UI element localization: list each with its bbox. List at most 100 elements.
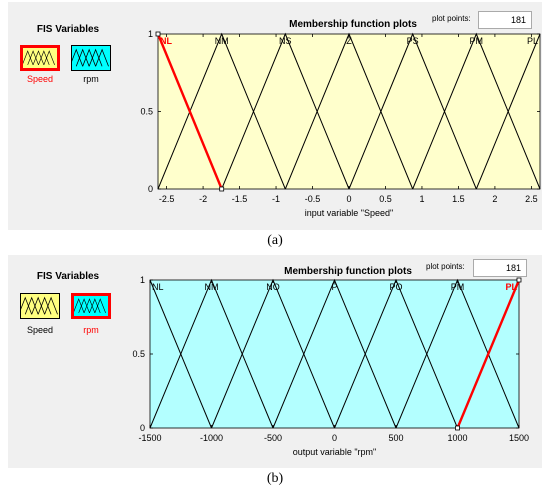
thumbnail-mf-line xyxy=(24,296,39,315)
mf-label-pm: PM xyxy=(470,36,484,46)
y-tick-label: 0 xyxy=(148,184,153,194)
mf-label-nl: NL xyxy=(160,36,172,46)
thumbnail-mf-line xyxy=(95,48,109,67)
x-tick-label: -1500 xyxy=(138,433,161,443)
mf-line-po[interactable] xyxy=(334,278,458,429)
y-tick-label: 0.5 xyxy=(132,349,145,359)
mf-vertex-handle[interactable] xyxy=(455,425,460,431)
x-tick-label: 1.5 xyxy=(452,194,465,204)
mf-line-z[interactable] xyxy=(284,32,414,190)
variable-rpm-label: rpm xyxy=(83,325,99,335)
mf-line-pm[interactable] xyxy=(395,278,520,429)
mf-thumbnail-icon xyxy=(73,298,106,314)
mf-thumbnail-icon xyxy=(18,296,58,315)
mf-line-pm[interactable] xyxy=(412,32,541,190)
x-tick-label: -1.5 xyxy=(232,194,248,204)
x-tick-label: -0.5 xyxy=(305,194,321,204)
mf-line-nm[interactable] xyxy=(149,278,274,429)
mf-line-pl[interactable] xyxy=(456,279,521,429)
mf-line-nl[interactable] xyxy=(156,33,223,190)
mf-thumbnail-icon xyxy=(22,50,55,66)
mf-vertex-handle[interactable] xyxy=(219,186,225,192)
mf-line-ns[interactable] xyxy=(221,32,350,190)
mf-label-pl: PL xyxy=(527,36,538,46)
y-tick-label: 1 xyxy=(148,29,153,39)
fis-variables-title: FIS Variables xyxy=(36,271,100,282)
thumbnail-mf-line xyxy=(88,48,103,67)
thumbnail-mf-line xyxy=(27,50,39,66)
mf-line-p[interactable] xyxy=(272,278,397,429)
mf-label-nl: NL xyxy=(152,282,164,292)
mf-label-ns: NS xyxy=(279,36,292,46)
y-tick-label: 0 xyxy=(140,423,145,433)
x-tick-label: 500 xyxy=(388,433,403,443)
membership-function-plot[interactable]: -2.5 -2 -1.5 -1 -0.5 0 0.5 1 1.5 2 2.5 0 0.5 1 NM NS Z PS… xyxy=(8,2,542,230)
thumbnail-mf-line xyxy=(43,50,55,66)
x-tick-label: 0 xyxy=(346,194,351,204)
mf-label-no: NO xyxy=(266,282,280,292)
thumbnail-mf-line xyxy=(44,296,58,315)
plot-points-label: plot points: xyxy=(432,14,471,23)
fis-editor-panel-a: FIS Variables Speed rpm Membership funct… xyxy=(8,2,542,230)
mf-plot-title: Membership function plots xyxy=(289,19,417,30)
fis-editor-panel-b: FIS Variables Speed rpm Membership funct… xyxy=(8,255,542,468)
mf-line-ps[interactable] xyxy=(348,32,477,190)
mf-label-po: PO xyxy=(389,282,402,292)
thumbnail-mf-line xyxy=(37,296,52,315)
thumbnail-mf-line xyxy=(38,50,50,66)
x-tick-label: 0 xyxy=(332,433,337,443)
figure-caption-a: (a) xyxy=(267,233,283,248)
thumbnail-mf-line xyxy=(18,296,33,315)
plot-points-input[interactable]: 181 xyxy=(473,259,527,277)
x-tick-label: 1 xyxy=(419,194,424,204)
y-tick-label: 1 xyxy=(140,275,145,285)
x-tick-label: 0.5 xyxy=(379,194,392,204)
thumbnail-mf-line xyxy=(22,50,34,66)
mf-label-nm: NM xyxy=(205,282,219,292)
thumbnail-mf-line xyxy=(82,48,96,67)
x-tick-label: -2.5 xyxy=(159,194,175,204)
thumbnail-mf-line xyxy=(73,298,85,314)
plot-points-input[interactable]: 181 xyxy=(478,11,532,29)
mf-line-nm[interactable] xyxy=(157,32,286,190)
mf-line-pl[interactable] xyxy=(475,33,541,190)
mf-label-z: Z xyxy=(346,36,352,46)
mf-line-no[interactable] xyxy=(211,278,335,429)
x-axis-label: input variable "Speed" xyxy=(305,208,393,218)
x-tick-label: 1500 xyxy=(509,433,529,443)
x-tick-label: -1 xyxy=(272,194,280,204)
plot-points-label: plot points: xyxy=(426,262,465,271)
variable-speed-box[interactable] xyxy=(20,45,60,71)
x-tick-label: 1000 xyxy=(447,433,467,443)
plot-area[interactable] xyxy=(149,279,520,429)
thumbnail-mf-line xyxy=(69,48,84,67)
variable-rpm-label: rpm xyxy=(83,74,99,84)
x-tick-label: -500 xyxy=(264,433,282,443)
x-tick-label: 2.5 xyxy=(525,194,538,204)
variable-speed-box[interactable] xyxy=(18,293,60,319)
thumbnail-mf-line xyxy=(32,50,45,66)
mf-label-ps: PS xyxy=(407,36,419,46)
mf-vertex-handle[interactable] xyxy=(516,277,522,283)
x-tick-label: -2 xyxy=(199,194,207,204)
x-tick-label: 2 xyxy=(492,194,497,204)
variable-rpm-box[interactable] xyxy=(71,293,111,319)
mf-vertex-handle[interactable] xyxy=(155,31,161,37)
mf-thumbnail-icon xyxy=(69,48,109,67)
mf-plot-title: Membership function plots xyxy=(284,266,412,277)
thumbnail-mf-line xyxy=(94,298,106,314)
variable-speed-label: Speed xyxy=(26,74,54,84)
thumbnail-mf-line xyxy=(78,298,90,314)
plot-area[interactable] xyxy=(157,33,541,190)
variable-speed-label: Speed xyxy=(26,325,54,335)
membership-function-plot[interactable]: -1500 -1000 -500 0 500 1000 1500 0 0.5 1 NL NM NO P PO… xyxy=(8,255,542,468)
thumbnail-mf-line xyxy=(31,296,45,315)
thumbnail-mf-line xyxy=(83,298,96,314)
thumbnail-mf-line xyxy=(89,298,101,314)
mf-label-pl: PL xyxy=(505,282,517,292)
figure-caption-b: (b) xyxy=(266,471,284,486)
variable-rpm-box[interactable] xyxy=(69,45,111,71)
mf-label-pm: PM xyxy=(451,282,465,292)
x-axis-label: output variable "rpm" xyxy=(293,447,376,457)
mf-label-nm: NM xyxy=(215,36,229,46)
